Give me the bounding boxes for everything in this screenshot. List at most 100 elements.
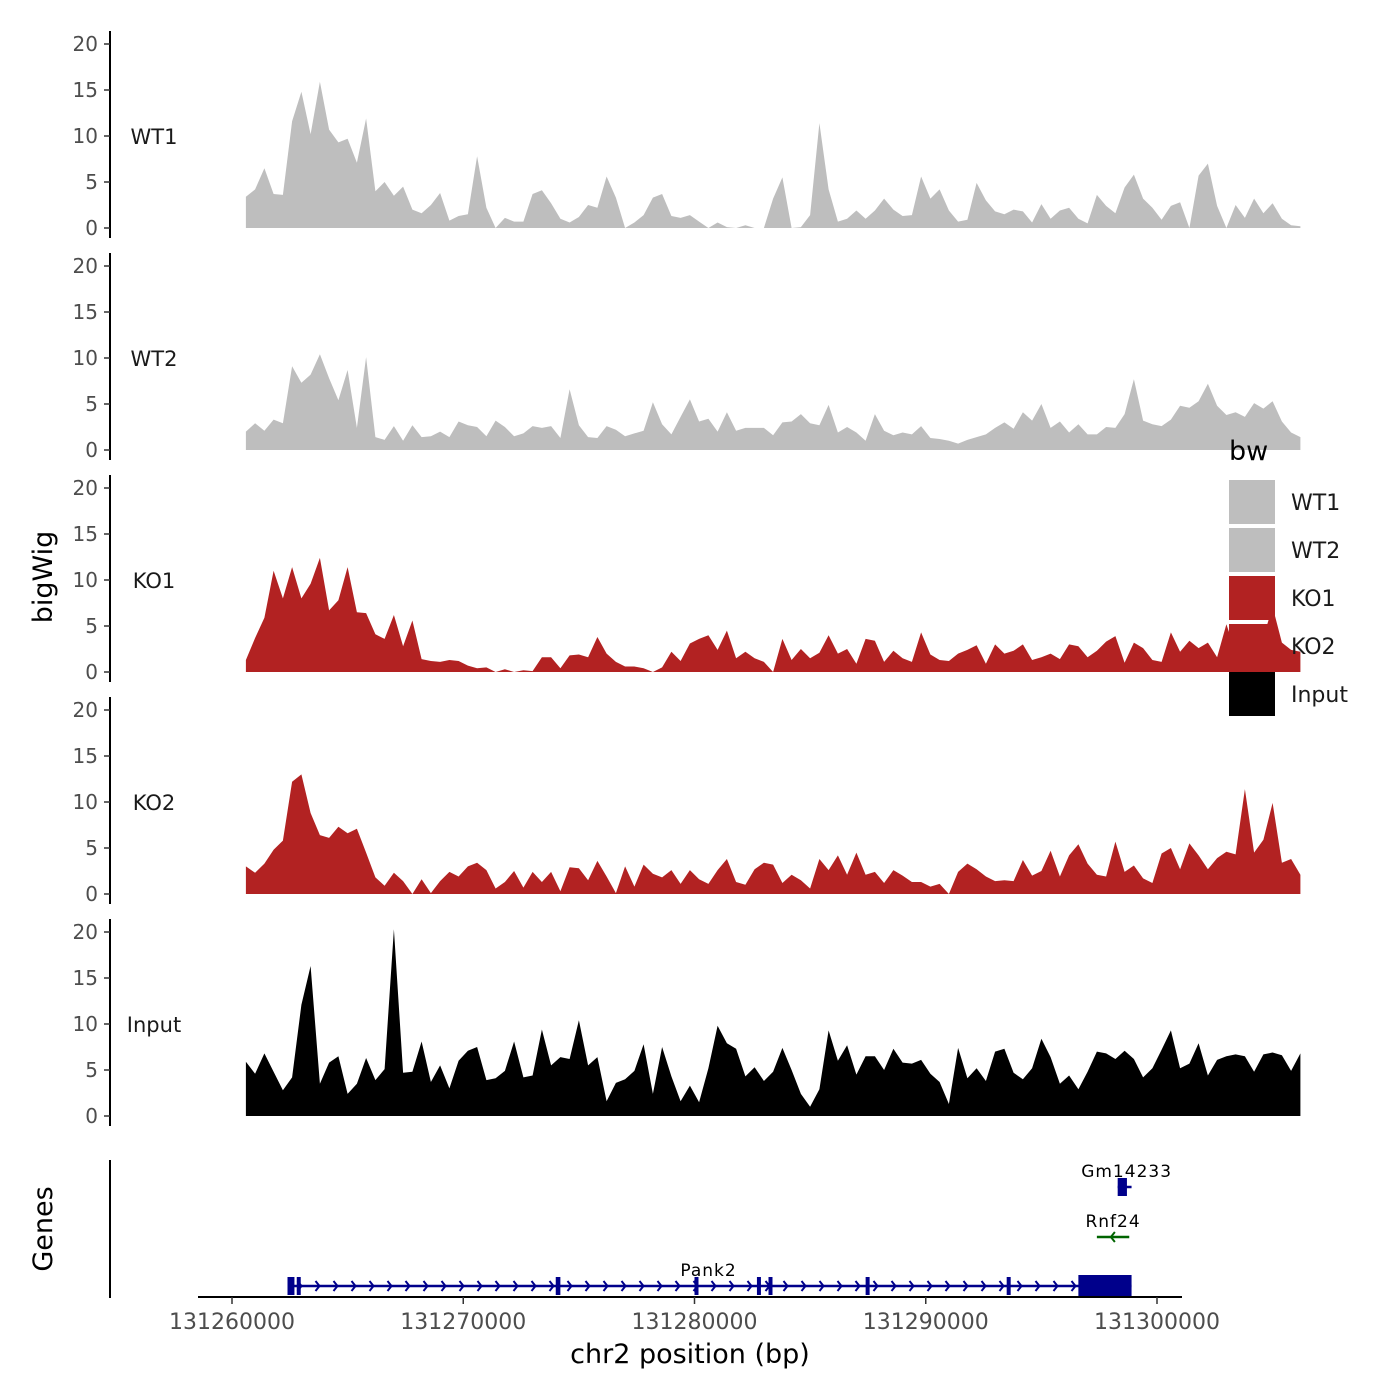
strand-arrow xyxy=(1016,1280,1023,1292)
strand-arrow xyxy=(1034,1280,1041,1292)
y-tick-label: 5 xyxy=(85,170,98,194)
x-axis-title: chr2 position (bp) xyxy=(570,1339,810,1370)
strand-arrow xyxy=(1052,1280,1059,1292)
coverage-area-ko2 xyxy=(245,774,1301,894)
exon xyxy=(768,1277,773,1295)
gene-label: Gm14233 xyxy=(1081,1162,1172,1182)
x-tick-label: 131300000 xyxy=(1094,1310,1220,1335)
y-tick-label: 20 xyxy=(73,920,98,944)
track-label: KO1 xyxy=(133,569,176,593)
strand-arrow xyxy=(710,1280,717,1292)
legend-key-ko1 xyxy=(1229,576,1275,620)
y-tick-label: 20 xyxy=(73,698,98,722)
x-axis: 131260000 131270000 131280000 131290000 1313… xyxy=(169,1296,1220,1370)
x-tick-label: 131270000 xyxy=(400,1310,526,1335)
strand-arrow xyxy=(782,1280,789,1292)
y-tick-label: 0 xyxy=(85,660,98,684)
y-tick-label: 0 xyxy=(85,216,98,240)
y-tick-label: 10 xyxy=(73,1012,98,1036)
y-tick-label: 0 xyxy=(85,1104,98,1128)
strand-arrow xyxy=(404,1280,411,1292)
gene-label: Pank2 xyxy=(680,1261,736,1281)
y-tick-label: 20 xyxy=(73,254,98,278)
strand-arrow xyxy=(728,1280,735,1292)
gene-rnf24: Rnf24 xyxy=(1085,1212,1140,1243)
track-input: 0 5 10 15 20 Input xyxy=(73,919,1301,1128)
exon xyxy=(555,1277,561,1295)
gene-track: Genes Pank2 Rnf24 Gm14233 xyxy=(28,1160,1172,1298)
gene-pank2: Pank2 xyxy=(287,1261,1132,1297)
exon xyxy=(296,1277,301,1295)
track-ko1: 0 5 10 15 20 KO1 xyxy=(73,475,1301,684)
legend-title: bw xyxy=(1229,436,1268,467)
strand-arrow xyxy=(962,1280,969,1292)
strand-arrow xyxy=(584,1280,591,1292)
exon xyxy=(1078,1275,1132,1297)
legend-key-input xyxy=(1229,672,1275,716)
track-wt1: 0 5 10 15 20 WT1 xyxy=(73,31,1301,240)
track-label: WT1 xyxy=(131,125,178,149)
legend-key-wt2 xyxy=(1229,528,1275,572)
y-tick-label: 10 xyxy=(73,124,98,148)
strand-arrow xyxy=(350,1280,357,1292)
strand-arrow xyxy=(836,1280,843,1292)
y-tick-label: 15 xyxy=(73,522,98,546)
strand-arrow xyxy=(980,1280,987,1292)
strand-arrow xyxy=(458,1280,465,1292)
strand-arrow xyxy=(1109,1231,1116,1243)
y-tick-label: 20 xyxy=(73,32,98,56)
strand-arrow xyxy=(422,1280,429,1292)
strand-arrow xyxy=(368,1280,375,1292)
gene-label: Rnf24 xyxy=(1085,1212,1140,1232)
strand-arrow xyxy=(566,1280,573,1292)
exon xyxy=(287,1277,295,1295)
legend-label: KO1 xyxy=(1291,587,1336,612)
exon xyxy=(865,1277,870,1295)
strand-arrow xyxy=(890,1280,897,1292)
coverage-area-wt1 xyxy=(245,81,1301,228)
y-tick-label: 15 xyxy=(73,78,98,102)
track-label: WT2 xyxy=(131,347,178,371)
strand-arrow xyxy=(476,1280,483,1292)
strand-arrow xyxy=(386,1280,393,1292)
coverage-area-wt2 xyxy=(245,354,1301,450)
legend-key-ko2 xyxy=(1229,624,1275,668)
y-tick-label: 5 xyxy=(85,836,98,860)
y-axis-title: bigWig xyxy=(28,531,59,624)
track-label: Input xyxy=(127,1013,181,1037)
strand-arrow xyxy=(746,1280,753,1292)
strand-arrow xyxy=(926,1280,933,1292)
legend: bw WT1 WT2 KO1 KO2 Input xyxy=(1229,436,1348,716)
strand-arrow xyxy=(908,1280,915,1292)
strand-arrow xyxy=(314,1280,321,1292)
strand-arrow xyxy=(620,1280,627,1292)
strand-arrow xyxy=(638,1280,645,1292)
strand-arrow xyxy=(440,1280,447,1292)
legend-label: KO2 xyxy=(1291,635,1336,660)
strand-arrow xyxy=(656,1280,663,1292)
y-tick-label: 15 xyxy=(73,966,98,990)
track-label: KO2 xyxy=(133,791,176,815)
exon xyxy=(694,1277,699,1295)
strand-arrow xyxy=(494,1280,501,1292)
gene-gm14233: Gm14233 xyxy=(1081,1162,1172,1196)
x-tick-label: 131280000 xyxy=(632,1310,758,1335)
legend-key-wt1 xyxy=(1229,480,1275,524)
strand-arrow xyxy=(800,1280,807,1292)
exon xyxy=(1117,1178,1127,1196)
track-ko2: 0 5 10 15 20 KO2 xyxy=(73,697,1301,906)
y-tick-label: 20 xyxy=(73,476,98,500)
coverage-area-input xyxy=(245,929,1301,1116)
strand-arrow xyxy=(530,1280,537,1292)
strand-arrow xyxy=(1070,1280,1077,1292)
legend-label: Input xyxy=(1291,683,1348,708)
y-tick-label: 15 xyxy=(73,744,98,768)
legend-label: WT2 xyxy=(1291,539,1340,564)
x-tick-label: 131260000 xyxy=(169,1310,295,1335)
strand-arrow xyxy=(854,1280,861,1292)
strand-arrow xyxy=(332,1280,339,1292)
strand-arrow xyxy=(602,1280,609,1292)
gene-track-title: Genes xyxy=(28,1186,59,1271)
